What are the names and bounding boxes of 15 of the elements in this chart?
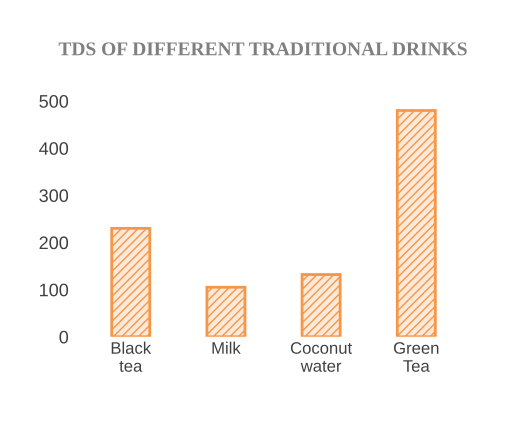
y-tick-label: 300 — [39, 189, 68, 202]
x-tick-label: Black tea — [112, 342, 152, 372]
y-tick-label: 500 — [39, 94, 68, 108]
bar — [300, 273, 342, 337]
x-tick-label: Green Tea — [394, 342, 438, 372]
bar — [110, 226, 152, 337]
chart-title: TDS OF DIFFERENT TRADITIONAL DRINKS — [58, 42, 467, 56]
y-tick-label: 400 — [39, 142, 68, 155]
x-tick-label: Coconut water — [290, 342, 352, 372]
y-tick-label: 0 — [59, 330, 68, 344]
x-tick-label: Milk — [212, 342, 241, 354]
y-tick-label: 100 — [40, 284, 68, 296]
bar — [396, 109, 437, 337]
bar — [206, 286, 246, 337]
y-tick-label: 200 — [40, 236, 68, 250]
